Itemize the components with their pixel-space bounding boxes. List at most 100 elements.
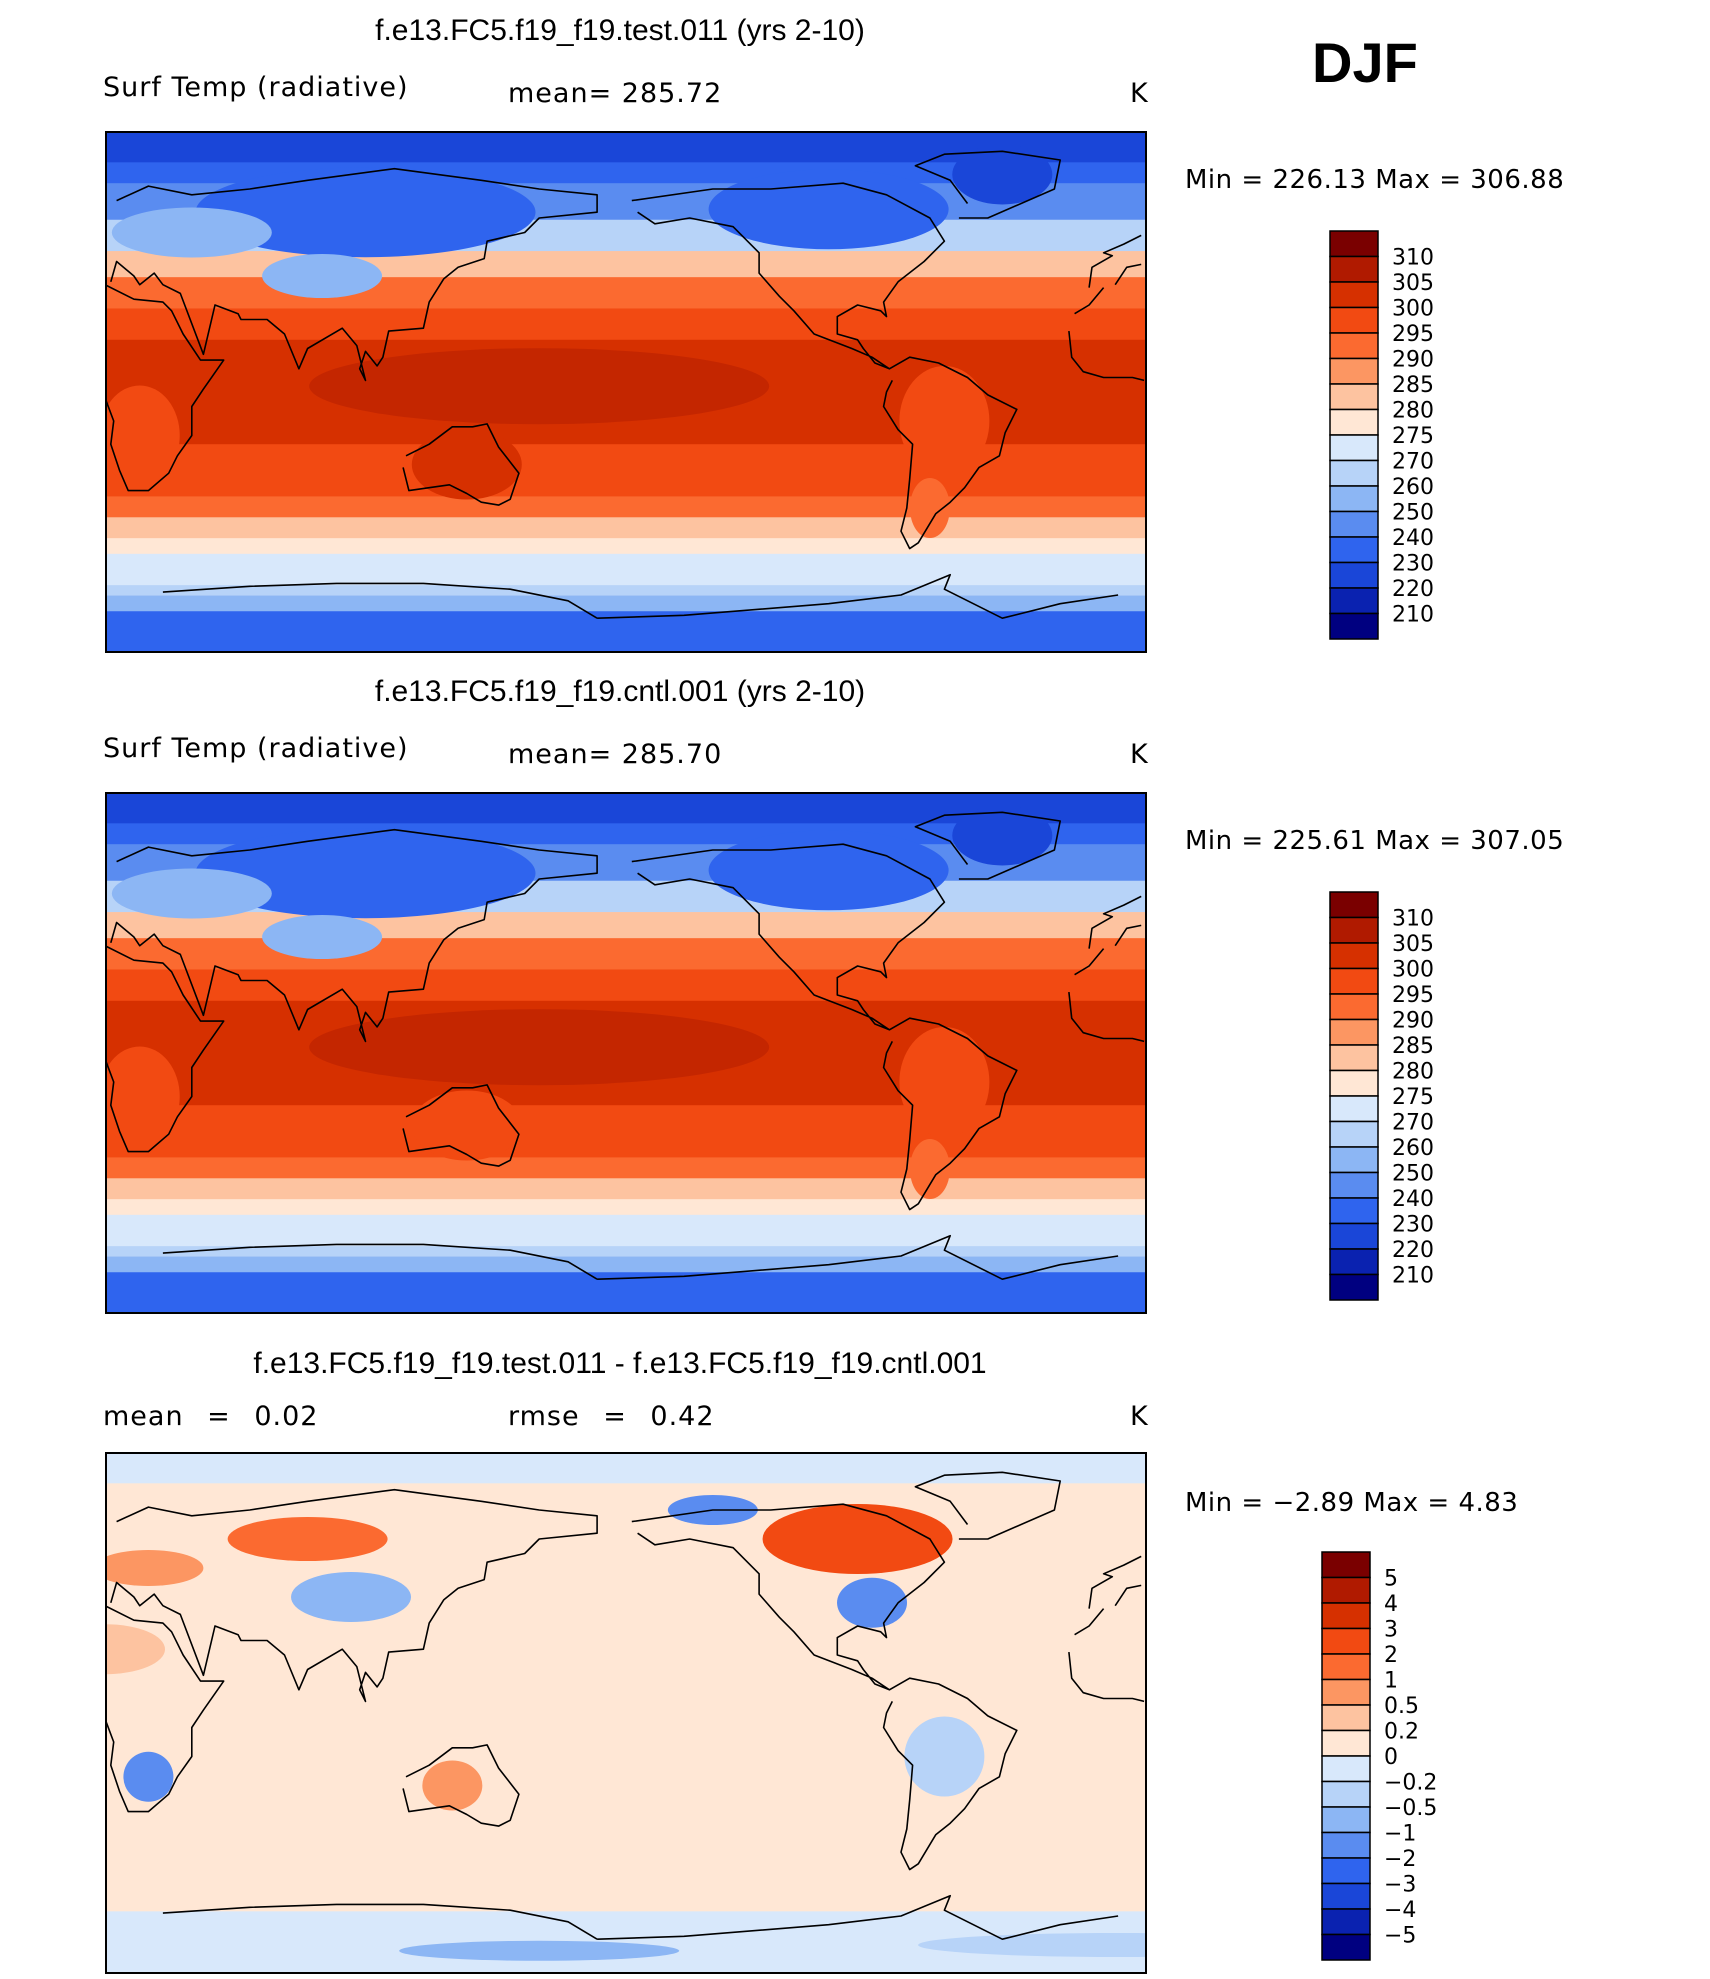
colorbar-tick-label: −0.2 xyxy=(1384,1771,1437,1796)
field-patch xyxy=(262,254,383,298)
field-patch xyxy=(111,868,272,919)
colorbar-tick-label: 275 xyxy=(1392,424,1434,449)
field-patch xyxy=(411,429,522,500)
colorbar-tick-label: 1 xyxy=(1384,1669,1398,1694)
colorbar-swatch xyxy=(1329,561,1379,589)
colorbar-tick-label: 5 xyxy=(1384,1567,1398,1592)
panel-2-variable-label: Surf Temp (radiative) xyxy=(103,733,409,764)
colorbar-swatch xyxy=(1329,967,1379,995)
field-patch xyxy=(195,828,536,919)
colorbar-tick-label: 305 xyxy=(1392,271,1434,296)
panel-3-mean-label: mean = 0.02 xyxy=(103,1401,319,1432)
panel-1-title: f.e13.FC5.f19_f19.test.011 (yrs 2-10) xyxy=(375,14,865,47)
colorbar-swatch xyxy=(1329,536,1379,564)
colorbar-tick-label: 305 xyxy=(1392,932,1434,957)
colorbar-tick-label: −3 xyxy=(1384,1873,1416,1898)
field-patch xyxy=(291,1572,412,1622)
colorbar-swatch xyxy=(1329,1069,1379,1097)
colorbar-swatch xyxy=(1321,1831,1371,1859)
panel-1-units: K xyxy=(1130,78,1149,109)
map-frame xyxy=(105,792,1147,1314)
panel-3-units: K xyxy=(1130,1401,1149,1432)
colorbar-tick-label: 210 xyxy=(1392,1264,1434,1289)
colorbar-tick-label: −4 xyxy=(1384,1898,1416,1923)
panel-1-map xyxy=(105,131,1147,653)
field-patch xyxy=(105,1046,180,1147)
field-patch xyxy=(111,207,272,258)
colorbar-swatch xyxy=(1329,281,1379,309)
field-band xyxy=(105,912,1147,940)
colorbar-tick-label: 295 xyxy=(1392,983,1434,1008)
colorbar-swatch xyxy=(1321,1678,1371,1706)
coastline xyxy=(110,828,1142,1043)
field-patch xyxy=(422,1760,483,1811)
colorbar-swatch xyxy=(1321,1653,1371,1681)
field-patch xyxy=(105,1624,165,1675)
colorbar-tick-label: −1 xyxy=(1384,1822,1416,1847)
colorbar-tick-label: 0.2 xyxy=(1384,1720,1419,1745)
colorbar-swatch xyxy=(1321,1806,1371,1834)
colorbar-swatch xyxy=(1329,891,1379,919)
coastline xyxy=(914,811,1061,880)
colorbar-swatch xyxy=(1329,459,1379,487)
colorbar-tick-label: 250 xyxy=(1392,1162,1434,1187)
field-band xyxy=(105,538,1147,555)
colorbar-swatch xyxy=(1329,230,1379,258)
field-patch xyxy=(952,805,1053,866)
colorbar-swatch xyxy=(1321,1729,1371,1757)
coastline xyxy=(402,1084,520,1167)
coastline xyxy=(402,1744,520,1827)
panel-3-map xyxy=(105,1452,1147,1974)
panel-1-variable-label: Surf Temp (radiative) xyxy=(103,72,409,103)
field-band xyxy=(105,251,1147,279)
colorbar-tick-label: 220 xyxy=(1392,577,1434,602)
panel-2-units: K xyxy=(1130,739,1149,770)
field-band xyxy=(105,938,1147,971)
colorbar-swatch xyxy=(1329,332,1379,360)
colorbar-swatch xyxy=(1329,485,1379,513)
panel-1-colorbar: 3103053002952902852802752702602502402302… xyxy=(1329,230,1434,640)
colorbar-swatch xyxy=(1321,1882,1371,1910)
colorbar-tick-label: 270 xyxy=(1392,450,1434,475)
field-patch xyxy=(837,1577,908,1628)
colorbar-tick-label: 250 xyxy=(1392,501,1434,526)
colorbar-tick-label: 0 xyxy=(1384,1745,1398,1770)
coastline xyxy=(882,1677,1018,1871)
colorbar-swatch xyxy=(1329,993,1379,1021)
colorbar-swatch xyxy=(1329,255,1379,283)
colorbar-tick-label: 210 xyxy=(1392,603,1434,628)
colorbar-tick-label: 280 xyxy=(1392,399,1434,424)
coastline xyxy=(162,1894,1119,1940)
colorbar-tick-label: 0.5 xyxy=(1384,1694,1419,1719)
colorbar-swatch xyxy=(1321,1576,1371,1604)
colorbar-swatch xyxy=(1329,383,1379,411)
colorbar-swatch xyxy=(1329,916,1379,944)
colorbar-tick-label: 270 xyxy=(1392,1111,1434,1136)
field-band xyxy=(105,595,1147,613)
panel-2-mean-label: mean= 285.70 xyxy=(508,739,723,770)
colorbar-swatch xyxy=(1329,1197,1379,1225)
field-patch xyxy=(123,1751,174,1802)
field-band xyxy=(105,1157,1147,1180)
panel-2-minmax: Min = 225.61 Max = 307.05 xyxy=(1185,826,1565,856)
field-band xyxy=(105,1105,1147,1159)
coastline xyxy=(110,1488,1142,1703)
field-patch xyxy=(909,1139,950,1199)
field-band xyxy=(105,444,1147,498)
colorbar-swatch xyxy=(1329,357,1379,385)
field-patch xyxy=(262,915,383,959)
colorbar-tick-label: 4 xyxy=(1384,1592,1398,1617)
colorbar-tick-label: 260 xyxy=(1392,475,1434,500)
colorbar-tick-label: 280 xyxy=(1392,1060,1434,1085)
field-band xyxy=(105,611,1147,653)
field-band xyxy=(105,585,1147,597)
panel-3-minmax: Min = −2.89 Max = 4.83 xyxy=(1185,1488,1519,1518)
field-patch xyxy=(309,1009,770,1086)
colorbar-swatch xyxy=(1321,1780,1371,1808)
colorbar-tick-label: 310 xyxy=(1392,246,1434,271)
field-band xyxy=(105,1246,1147,1258)
colorbar-swatch xyxy=(1329,408,1379,436)
coastline xyxy=(105,944,1145,1153)
field-band xyxy=(105,496,1147,519)
coastline xyxy=(162,573,1119,619)
